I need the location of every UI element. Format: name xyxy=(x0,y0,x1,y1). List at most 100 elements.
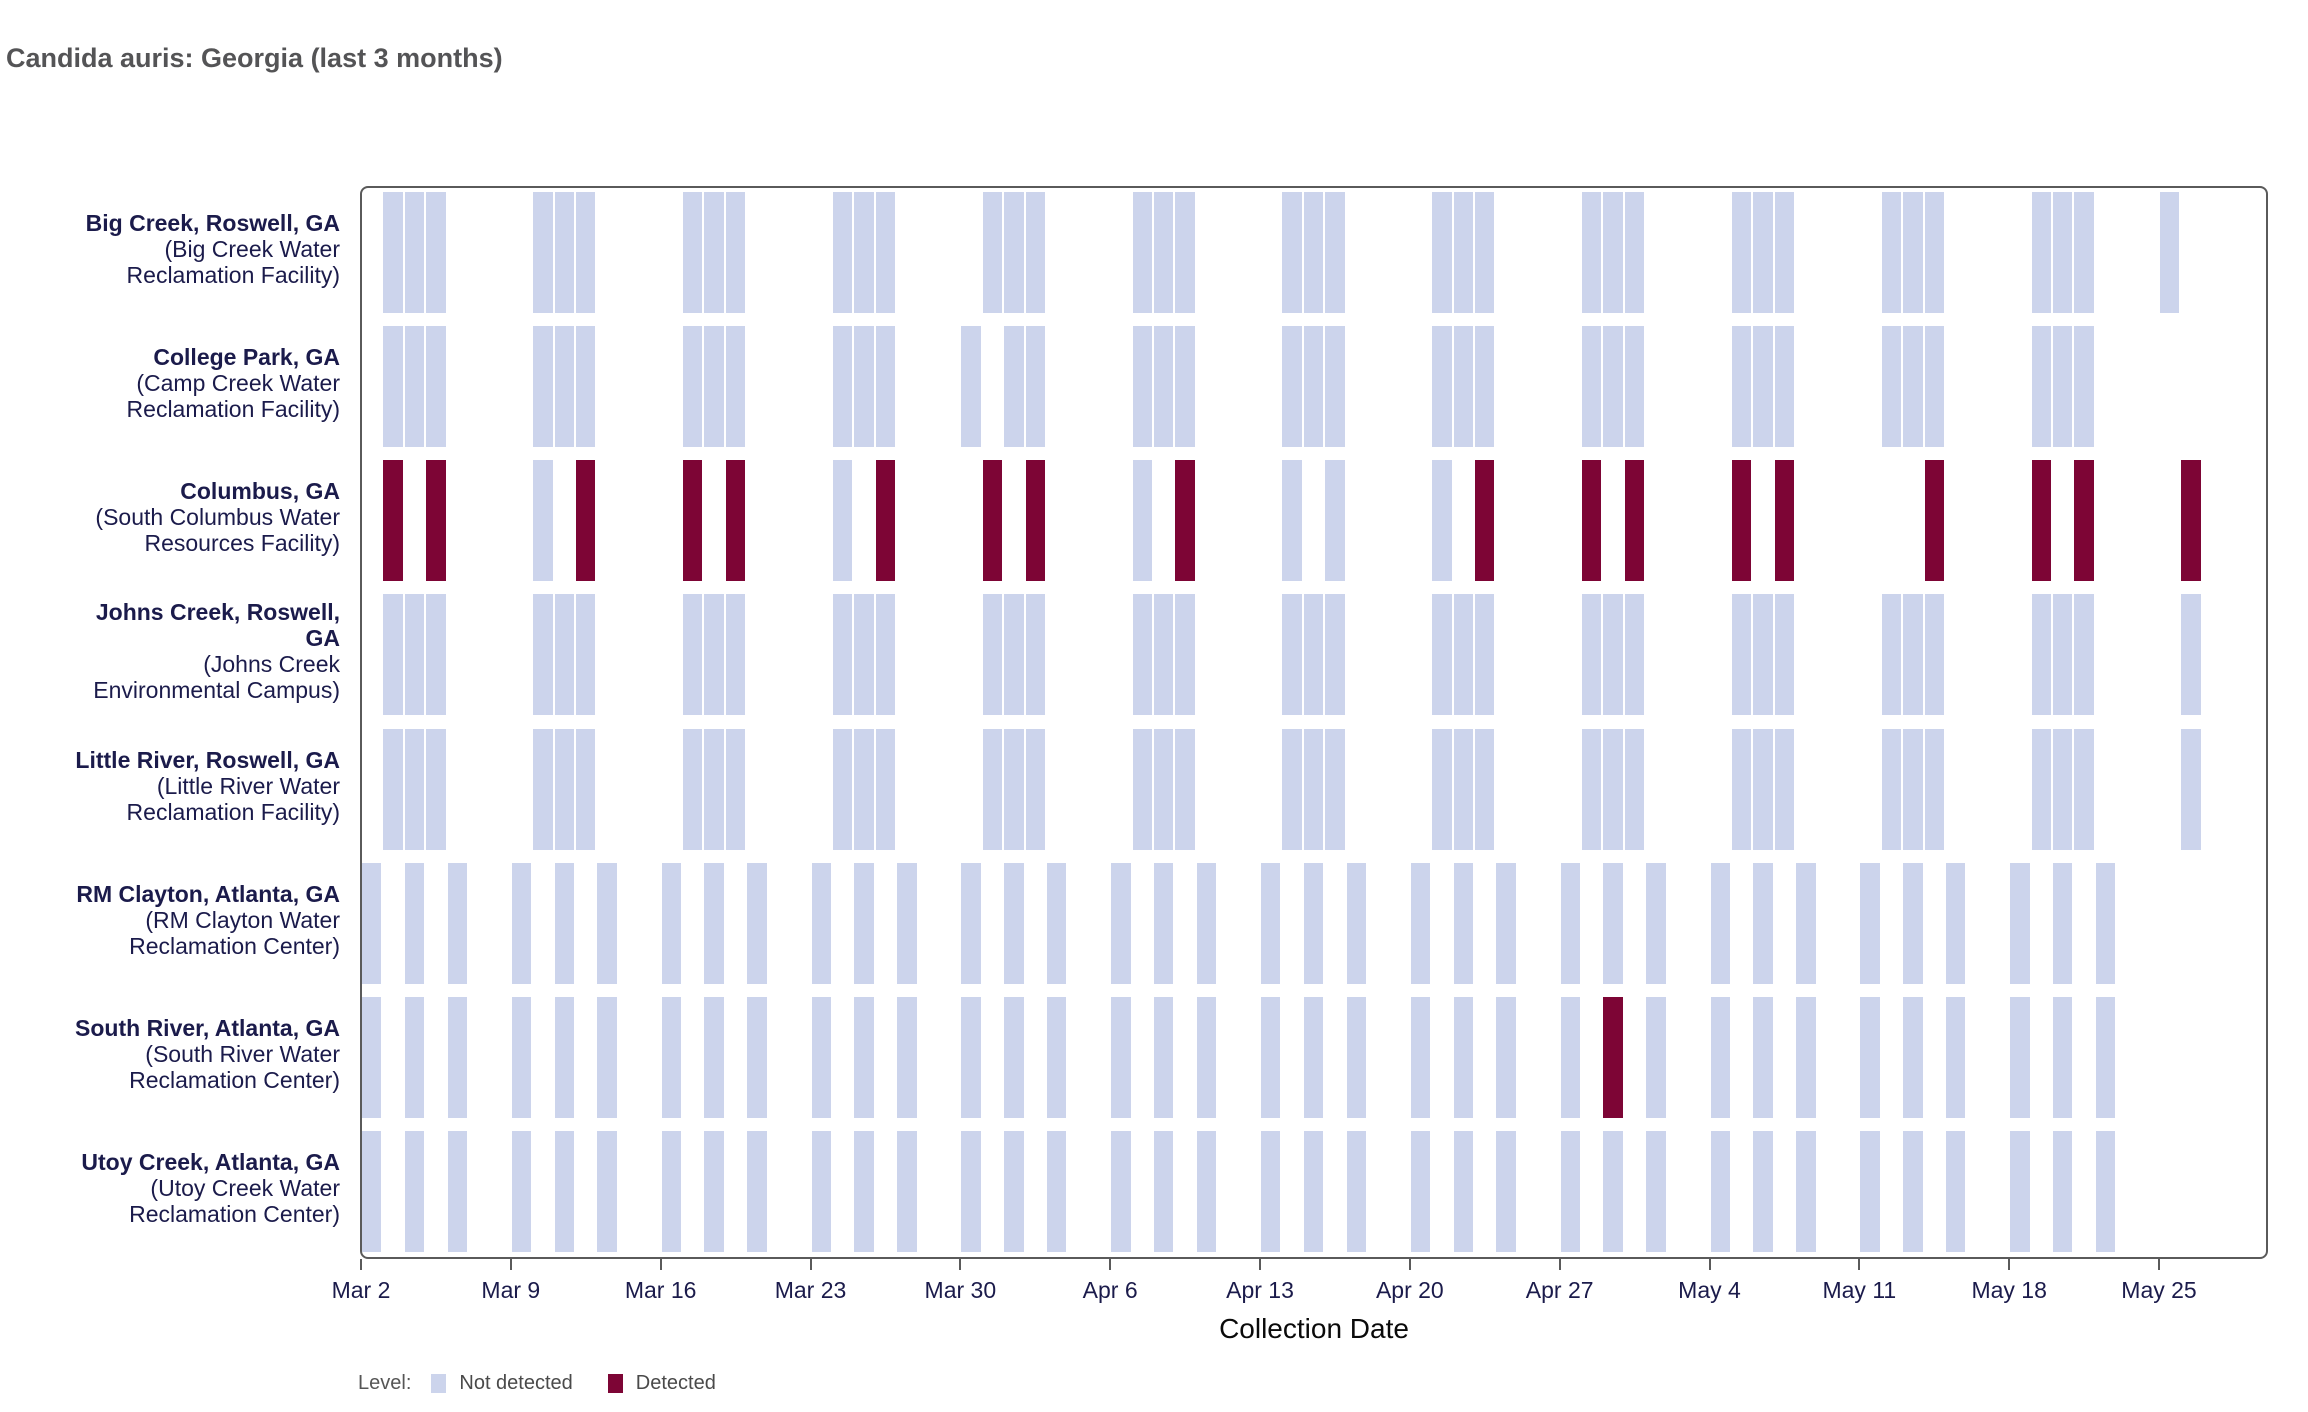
not-detected-sample-bar[interactable] xyxy=(1432,326,1452,448)
not-detected-sample-bar[interactable] xyxy=(383,326,403,448)
not-detected-sample-bar[interactable] xyxy=(1560,862,1581,984)
not-detected-sample-bar[interactable] xyxy=(1903,192,1923,313)
not-detected-sample-bar[interactable] xyxy=(1924,326,1944,448)
not-detected-sample-bar[interactable] xyxy=(2031,192,2051,313)
not-detected-sample-bar[interactable] xyxy=(1303,996,1324,1118)
not-detected-sample-bar[interactable] xyxy=(832,192,853,313)
not-detected-sample-bar[interactable] xyxy=(897,996,917,1118)
not-detected-sample-bar[interactable] xyxy=(1046,1130,1067,1252)
not-detected-sample-bar[interactable] xyxy=(725,594,746,716)
not-detected-sample-bar[interactable] xyxy=(426,326,446,448)
detected-sample-bar[interactable] xyxy=(1624,460,1645,582)
not-detected-sample-bar[interactable] xyxy=(1753,862,1773,984)
not-detected-sample-bar[interactable] xyxy=(1881,728,1902,850)
not-detected-sample-bar[interactable] xyxy=(1132,192,1152,313)
not-detected-sample-bar[interactable] xyxy=(1624,192,1645,313)
not-detected-sample-bar[interactable] xyxy=(362,1130,382,1252)
not-detected-sample-bar[interactable] xyxy=(1282,460,1302,582)
not-detected-sample-bar[interactable] xyxy=(661,996,682,1118)
not-detected-sample-bar[interactable] xyxy=(1111,862,1131,984)
not-detected-sample-bar[interactable] xyxy=(1153,996,1174,1118)
not-detected-sample-bar[interactable] xyxy=(1410,996,1431,1118)
not-detected-sample-bar[interactable] xyxy=(1903,594,1923,716)
not-detected-sample-bar[interactable] xyxy=(747,1130,767,1252)
not-detected-sample-bar[interactable] xyxy=(1153,192,1174,313)
not-detected-sample-bar[interactable] xyxy=(1175,192,1195,313)
not-detected-sample-bar[interactable] xyxy=(576,594,596,716)
not-detected-sample-bar[interactable] xyxy=(1860,996,1880,1118)
not-detected-sample-bar[interactable] xyxy=(1603,594,1623,716)
not-detected-sample-bar[interactable] xyxy=(811,1130,831,1252)
not-detected-sample-bar[interactable] xyxy=(1004,862,1024,984)
not-detected-sample-bar[interactable] xyxy=(661,862,682,984)
not-detected-sample-bar[interactable] xyxy=(1004,192,1024,313)
not-detected-sample-bar[interactable] xyxy=(1004,594,1024,716)
not-detected-sample-bar[interactable] xyxy=(1325,594,1345,716)
not-detected-sample-bar[interactable] xyxy=(1175,326,1195,448)
not-detected-sample-bar[interactable] xyxy=(1903,862,1923,984)
not-detected-sample-bar[interactable] xyxy=(2031,594,2051,716)
not-detected-sample-bar[interactable] xyxy=(683,728,703,850)
not-detected-sample-bar[interactable] xyxy=(1025,192,1045,313)
not-detected-sample-bar[interactable] xyxy=(1282,594,1302,716)
not-detected-sample-bar[interactable] xyxy=(362,862,382,984)
not-detected-sample-bar[interactable] xyxy=(404,594,425,716)
not-detected-sample-bar[interactable] xyxy=(1025,728,1045,850)
not-detected-sample-bar[interactable] xyxy=(704,728,724,850)
detected-sample-bar[interactable] xyxy=(1582,460,1602,582)
not-detected-sample-bar[interactable] xyxy=(2052,1130,2073,1252)
not-detected-sample-bar[interactable] xyxy=(597,862,617,984)
detected-sample-bar[interactable] xyxy=(875,460,896,582)
not-detected-sample-bar[interactable] xyxy=(1346,1130,1367,1252)
not-detected-sample-bar[interactable] xyxy=(1603,192,1623,313)
not-detected-sample-bar[interactable] xyxy=(897,1130,917,1252)
not-detected-sample-bar[interactable] xyxy=(1560,996,1581,1118)
not-detected-sample-bar[interactable] xyxy=(1475,326,1495,448)
not-detected-sample-bar[interactable] xyxy=(961,326,981,448)
detected-sample-bar[interactable] xyxy=(2031,460,2051,582)
not-detected-sample-bar[interactable] xyxy=(383,728,403,850)
not-detected-sample-bar[interactable] xyxy=(447,862,467,984)
not-detected-sample-bar[interactable] xyxy=(1603,862,1623,984)
not-detected-sample-bar[interactable] xyxy=(725,192,746,313)
not-detected-sample-bar[interactable] xyxy=(533,728,553,850)
not-detected-sample-bar[interactable] xyxy=(875,326,896,448)
not-detected-sample-bar[interactable] xyxy=(2074,192,2094,313)
not-detected-sample-bar[interactable] xyxy=(1945,1130,1966,1252)
not-detected-sample-bar[interactable] xyxy=(404,326,425,448)
not-detected-sample-bar[interactable] xyxy=(2010,996,2030,1118)
not-detected-sample-bar[interactable] xyxy=(576,326,596,448)
not-detected-sample-bar[interactable] xyxy=(1582,728,1602,850)
detected-sample-bar[interactable] xyxy=(576,460,596,582)
not-detected-sample-bar[interactable] xyxy=(982,594,1003,716)
not-detected-sample-bar[interactable] xyxy=(2010,862,2030,984)
not-detected-sample-bar[interactable] xyxy=(1004,1130,1024,1252)
not-detected-sample-bar[interactable] xyxy=(1453,728,1474,850)
not-detected-sample-bar[interactable] xyxy=(1325,192,1345,313)
not-detected-sample-bar[interactable] xyxy=(1710,862,1730,984)
not-detected-sample-bar[interactable] xyxy=(2052,728,2073,850)
detected-sample-bar[interactable] xyxy=(1175,460,1195,582)
not-detected-sample-bar[interactable] xyxy=(1175,594,1195,716)
not-detected-sample-bar[interactable] xyxy=(1325,326,1345,448)
not-detected-sample-bar[interactable] xyxy=(1624,326,1645,448)
not-detected-sample-bar[interactable] xyxy=(447,996,467,1118)
not-detected-sample-bar[interactable] xyxy=(597,996,617,1118)
not-detected-sample-bar[interactable] xyxy=(1132,594,1152,716)
not-detected-sample-bar[interactable] xyxy=(1945,862,1966,984)
not-detected-sample-bar[interactable] xyxy=(1710,1130,1730,1252)
not-detected-sample-bar[interactable] xyxy=(1881,326,1902,448)
not-detected-sample-bar[interactable] xyxy=(1903,728,1923,850)
not-detected-sample-bar[interactable] xyxy=(1603,728,1623,850)
not-detected-sample-bar[interactable] xyxy=(597,1130,617,1252)
not-detected-sample-bar[interactable] xyxy=(1303,728,1324,850)
not-detected-sample-bar[interactable] xyxy=(832,594,853,716)
not-detected-sample-bar[interactable] xyxy=(1860,862,1880,984)
detected-sample-bar[interactable] xyxy=(1774,460,1795,582)
not-detected-sample-bar[interactable] xyxy=(897,862,917,984)
not-detected-sample-bar[interactable] xyxy=(1303,326,1324,448)
not-detected-sample-bar[interactable] xyxy=(554,862,575,984)
not-detected-sample-bar[interactable] xyxy=(854,192,874,313)
not-detected-sample-bar[interactable] xyxy=(1475,192,1495,313)
not-detected-sample-bar[interactable] xyxy=(854,326,874,448)
